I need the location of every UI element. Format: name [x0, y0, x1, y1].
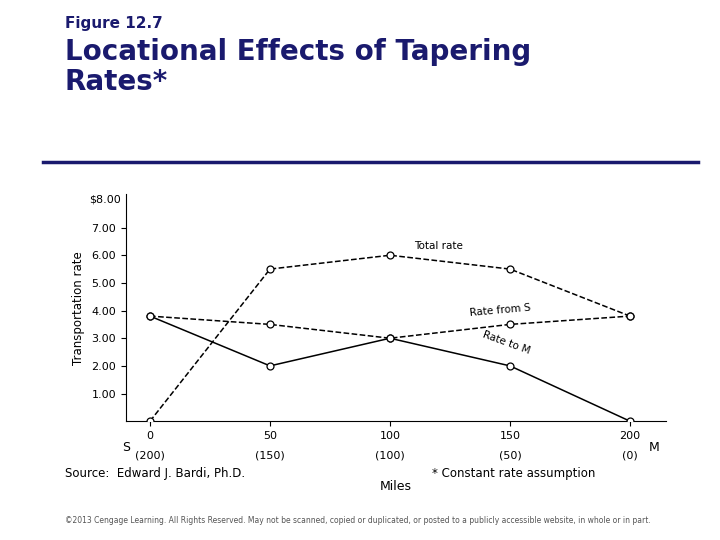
Text: Total rate: Total rate: [414, 241, 463, 251]
Text: Figure 12.7: Figure 12.7: [65, 16, 163, 31]
Text: (150): (150): [255, 450, 285, 460]
Text: M: M: [649, 441, 660, 454]
Text: Rate to M: Rate to M: [481, 330, 531, 356]
X-axis label: Miles: Miles: [380, 480, 412, 493]
Text: * Constant rate assumption: * Constant rate assumption: [432, 467, 595, 480]
Text: Locational Effects of Tapering
Rates*: Locational Effects of Tapering Rates*: [65, 38, 531, 96]
Text: ©2013 Cengage Learning. All Rights Reserved. May not be scanned, copied or dupli: ©2013 Cengage Learning. All Rights Reser…: [65, 516, 651, 525]
Text: (0): (0): [622, 450, 638, 460]
Text: Source:  Edward J. Bardi, Ph.D.: Source: Edward J. Bardi, Ph.D.: [65, 467, 245, 480]
Y-axis label: Transportation rate: Transportation rate: [71, 251, 84, 364]
Text: $8.00: $8.00: [89, 195, 121, 205]
Text: (50): (50): [499, 450, 521, 460]
Text: Rate from S: Rate from S: [469, 303, 531, 318]
Text: (100): (100): [375, 450, 405, 460]
Text: (200): (200): [135, 450, 165, 460]
Text: S: S: [122, 441, 130, 454]
